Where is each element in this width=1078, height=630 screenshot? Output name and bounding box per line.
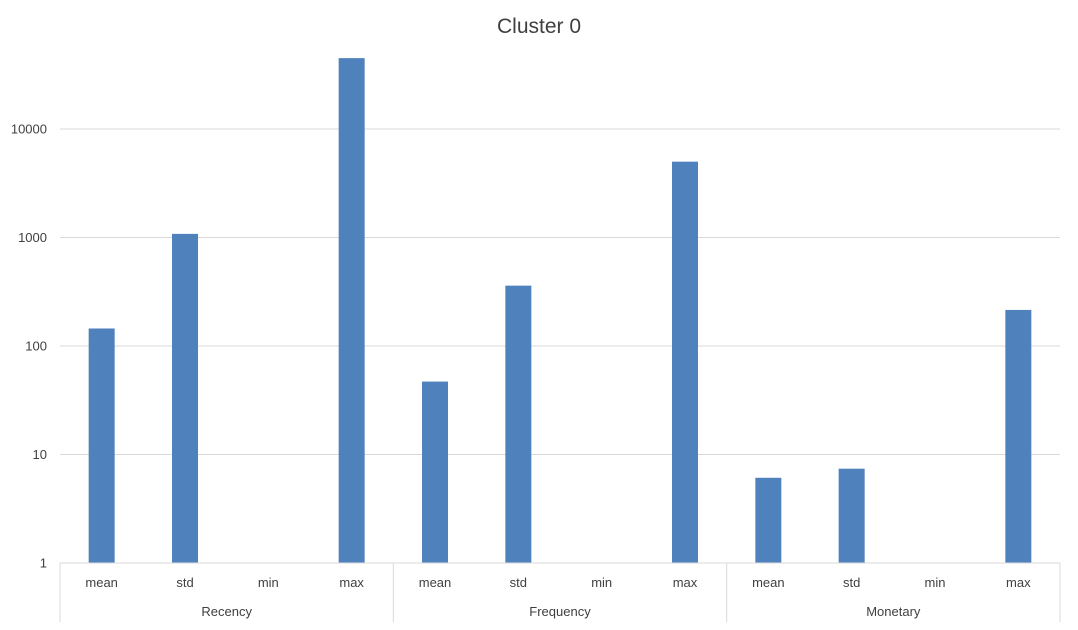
bar-frequency-std bbox=[505, 285, 532, 563]
group-label: Recency bbox=[201, 604, 252, 619]
group-label: Monetary bbox=[866, 604, 921, 619]
bar-recency-max bbox=[338, 58, 365, 564]
x-tick-label: max bbox=[1006, 575, 1031, 590]
y-tick-label: 10000 bbox=[11, 122, 47, 137]
bar-recency-mean bbox=[88, 328, 115, 563]
y-axis-ticks: 1 10 100 1000 10000 bbox=[11, 122, 47, 571]
bars bbox=[88, 58, 1032, 564]
x-tick-label: std bbox=[510, 575, 527, 590]
bar-recency-std bbox=[172, 233, 198, 563]
x-axis-labels: mean std min max Recency mean std min max Frequen… bbox=[85, 575, 1031, 619]
x-tick-label: mean bbox=[419, 575, 452, 590]
x-tick-label: mean bbox=[752, 575, 785, 590]
bar-frequency-max bbox=[672, 161, 698, 564]
bar-frequency-mean bbox=[422, 381, 448, 563]
x-tick-label: mean bbox=[85, 575, 118, 590]
x-tick-label: std bbox=[843, 575, 860, 590]
x-axis bbox=[59, 562, 1061, 622]
x-tick-label: min bbox=[258, 575, 279, 590]
bar-monetary-mean bbox=[755, 477, 782, 563]
grid-lines bbox=[60, 128, 1060, 455]
y-tick-label: 10 bbox=[33, 447, 47, 462]
x-tick-label: max bbox=[673, 575, 698, 590]
bar-monetary-std bbox=[838, 468, 865, 563]
x-tick-label: std bbox=[176, 575, 193, 590]
group-label: Frequency bbox=[529, 604, 591, 619]
x-tick-label: max bbox=[339, 575, 364, 590]
x-tick-label: min bbox=[591, 575, 612, 590]
bar-monetary-max bbox=[1005, 309, 1032, 563]
y-tick-label: 1 bbox=[40, 556, 47, 571]
chart-title: Cluster 0 bbox=[497, 15, 581, 38]
x-tick-label: min bbox=[925, 575, 946, 590]
y-tick-label: 1000 bbox=[18, 230, 47, 245]
y-tick-label: 100 bbox=[25, 339, 47, 354]
